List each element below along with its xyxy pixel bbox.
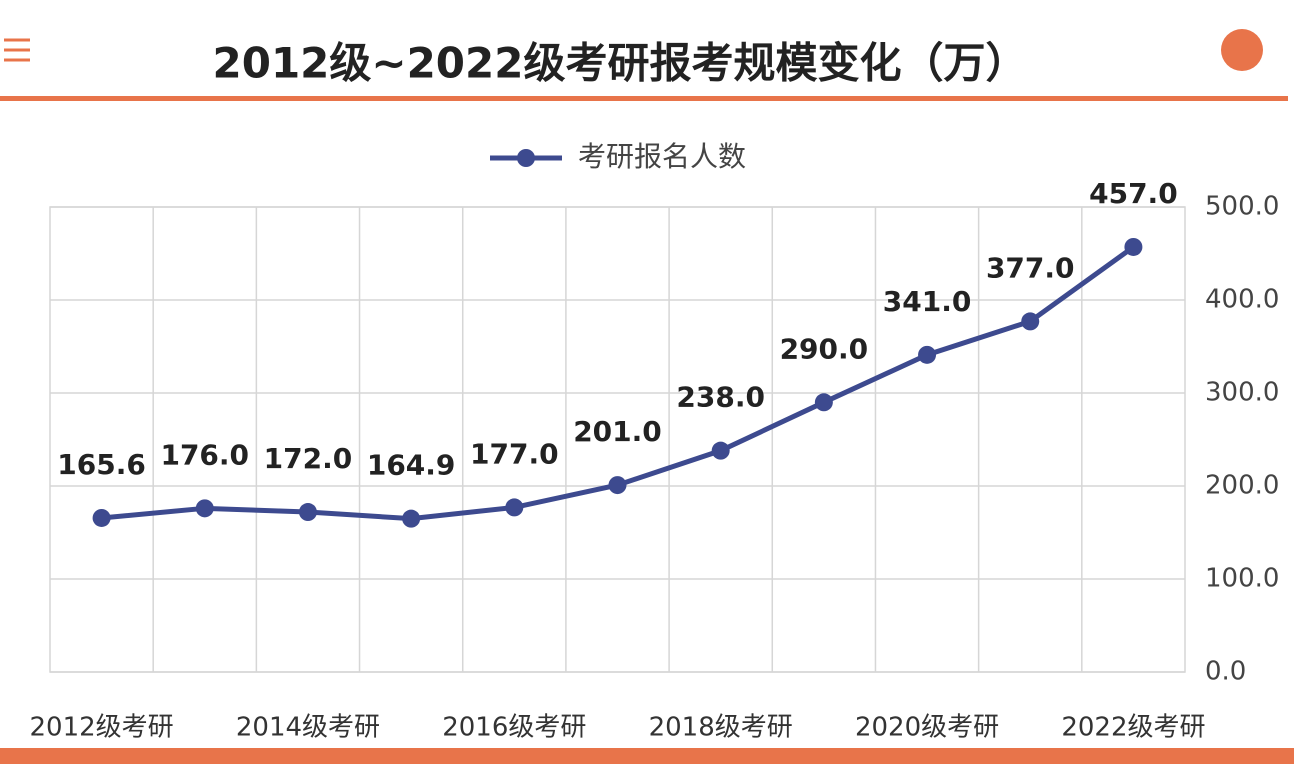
data-label: 177.0 xyxy=(470,437,559,470)
data-label: 341.0 xyxy=(883,285,972,318)
y-tick-label: 500.0 xyxy=(1205,192,1279,222)
data-label: 164.9 xyxy=(367,449,456,482)
data-point xyxy=(402,509,421,528)
footer-band xyxy=(0,748,1294,764)
x-tick-label: 2020级考研 xyxy=(855,713,999,743)
data-point xyxy=(195,499,214,518)
data-label: 176.0 xyxy=(160,438,249,471)
data-label: 172.0 xyxy=(264,442,353,475)
legend-marker xyxy=(517,149,535,167)
x-tick-label: 2012级考研 xyxy=(30,713,174,743)
data-point xyxy=(1021,312,1040,331)
data-label: 238.0 xyxy=(676,381,765,414)
data-label: 201.0 xyxy=(573,415,662,448)
legend-label: 考研报名人数 xyxy=(578,140,746,173)
y-tick-label: 300.0 xyxy=(1205,378,1279,408)
data-point xyxy=(608,476,627,495)
x-tick-label: 2018级考研 xyxy=(649,713,793,743)
y-tick-label: 100.0 xyxy=(1205,564,1279,594)
data-label: 165.6 xyxy=(57,448,146,481)
menu-icon xyxy=(4,38,30,62)
app-icon xyxy=(1221,29,1263,71)
data-label: 457.0 xyxy=(1089,177,1178,210)
y-tick-label: 0.0 xyxy=(1205,657,1246,687)
y-tick-label: 200.0 xyxy=(1205,471,1279,501)
data-point xyxy=(814,393,833,412)
data-point xyxy=(298,503,317,522)
x-tick-label: 2014级考研 xyxy=(236,713,380,743)
chart-title: 2012级~2022级考研报考规模变化（万） xyxy=(213,39,1028,88)
data-label: 290.0 xyxy=(780,332,869,365)
data-point xyxy=(918,345,937,364)
x-tick-label: 2022级考研 xyxy=(1061,713,1205,743)
y-tick-label: 400.0 xyxy=(1205,285,1279,315)
data-point xyxy=(711,441,730,460)
x-tick-label: 2016级考研 xyxy=(442,713,586,743)
data-point xyxy=(505,498,524,517)
data-label: 377.0 xyxy=(986,251,1075,284)
title-rule xyxy=(0,96,1288,101)
data-point xyxy=(92,508,111,527)
data-point xyxy=(1124,237,1143,256)
